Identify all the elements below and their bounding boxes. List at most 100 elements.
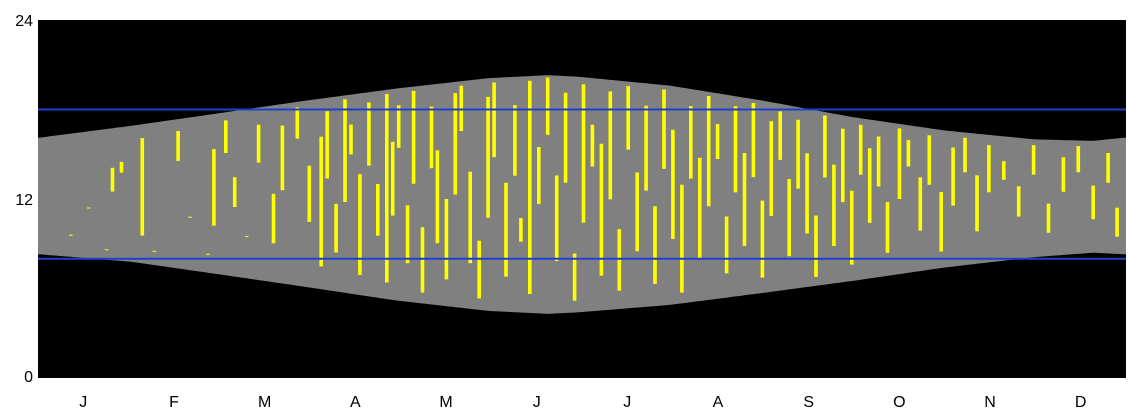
sunshine-bar — [224, 120, 228, 153]
sunshine-bar — [396, 105, 401, 148]
sunshine-bar — [778, 111, 782, 160]
sunshine-bar — [906, 139, 911, 167]
y-tick-label: 24 — [15, 13, 33, 30]
sunshine-bar — [453, 93, 458, 195]
sunshine-bar — [232, 177, 237, 207]
sunshine-bar — [104, 249, 109, 251]
sunshine-bar — [918, 177, 923, 231]
sunshine-bar — [581, 84, 586, 223]
sunshine-bar — [358, 174, 362, 275]
x-tick-label: M — [439, 394, 452, 409]
sunshine-bar — [537, 147, 541, 205]
sunshine-bar — [796, 119, 800, 189]
sunshine-bar — [644, 105, 648, 191]
sunshine-bar — [444, 199, 449, 280]
sunshine-bar — [689, 106, 693, 179]
sunshine-bar — [680, 184, 684, 293]
sunshine-bar — [206, 253, 210, 255]
sunshine-bar — [715, 124, 720, 159]
sunshine-bar — [295, 107, 300, 139]
sunshine-bar — [244, 236, 249, 238]
sunshine-bar — [733, 106, 738, 193]
sunshine-bar — [385, 94, 389, 283]
sunshine-bar — [608, 91, 613, 200]
sunshine-bar — [110, 167, 115, 192]
sunshine-bar — [528, 80, 532, 294]
sunshine-bar — [307, 165, 312, 222]
sunshine-bar — [349, 124, 353, 155]
sunshine-bar — [280, 125, 285, 191]
sunshine-bar — [671, 129, 675, 239]
x-tick-label: N — [984, 394, 996, 409]
x-tick-label: A — [713, 394, 724, 409]
sunshine-bar — [411, 90, 416, 184]
sunshine-bar — [1091, 185, 1095, 220]
sunshine-bar — [256, 124, 261, 163]
sunshine-bar — [1115, 207, 1119, 237]
sunshine-bar — [325, 111, 329, 179]
sunshine-bar — [724, 216, 729, 274]
sunshine-bar — [939, 192, 943, 252]
sunshine-bar — [334, 203, 338, 253]
sunshine-bar — [1061, 157, 1066, 192]
x-tick-label: D — [1075, 394, 1087, 409]
sunshine-bar — [832, 164, 836, 247]
sunshine-bar — [271, 193, 276, 244]
sunshine-bar — [706, 96, 711, 207]
sunshine-bar — [319, 136, 323, 267]
sunshine-bar — [590, 124, 595, 167]
sunshine-bar — [963, 137, 967, 173]
sunshine-bar — [787, 179, 791, 257]
sunshine-bar — [468, 171, 472, 264]
sunshine-bar — [897, 128, 902, 199]
sunshine-bar — [1046, 203, 1051, 233]
sunshine-bar — [119, 161, 124, 173]
sunshine-bar — [975, 175, 979, 232]
sunshine-bar — [626, 86, 630, 150]
sunshine-bar — [435, 150, 440, 244]
sunshine-bar — [814, 215, 818, 277]
sunshine-bar — [420, 227, 425, 293]
sunshine-bar — [885, 202, 890, 253]
sunshine-bar — [86, 207, 91, 209]
sunshine-bar — [554, 175, 559, 262]
sunshine-bar — [987, 145, 991, 193]
sunshine-bar — [599, 143, 604, 276]
x-tick-label: M — [258, 394, 271, 409]
sunshine-bar — [212, 149, 216, 226]
sunshine-bar — [519, 218, 523, 242]
x-tick-label: S — [803, 394, 814, 409]
sunshine-bar — [858, 124, 863, 175]
sunshine-bar — [823, 115, 827, 178]
sunshine-bar — [1002, 161, 1006, 180]
sunshine-bar — [742, 153, 747, 246]
sunshine-bar — [176, 131, 180, 161]
x-tick-label: J — [533, 394, 541, 409]
sunshine-bar — [572, 253, 577, 301]
sunshine-bar — [504, 182, 508, 277]
sunshine-bar — [376, 184, 380, 236]
x-tick-label: O — [893, 394, 905, 409]
sunshine-bar — [343, 99, 347, 202]
sunshine-bar — [492, 82, 496, 158]
sunshine-bar — [563, 92, 568, 183]
sunshine-bar — [69, 234, 73, 236]
sunshine-bar — [951, 147, 955, 206]
sunshine-bar — [405, 205, 410, 264]
sunshine-bar — [1106, 153, 1110, 183]
sunshine-bar — [850, 190, 854, 265]
sunshine-bar — [876, 136, 881, 187]
x-tick-label: F — [169, 394, 179, 409]
sunshine-bar — [769, 121, 774, 216]
sunshine-bar — [152, 250, 157, 252]
sunshine-bar — [513, 105, 517, 176]
sunshine-bar — [477, 240, 481, 299]
sunshine-bar — [617, 229, 622, 291]
x-tick-label: A — [350, 394, 361, 409]
x-tick-label: J — [623, 394, 631, 409]
y-tick-label: 12 — [15, 192, 33, 209]
sunshine-bar — [653, 206, 657, 284]
x-tick-label: J — [79, 394, 87, 409]
sunshine-bar — [867, 148, 872, 223]
sunshine-bar — [698, 157, 702, 259]
